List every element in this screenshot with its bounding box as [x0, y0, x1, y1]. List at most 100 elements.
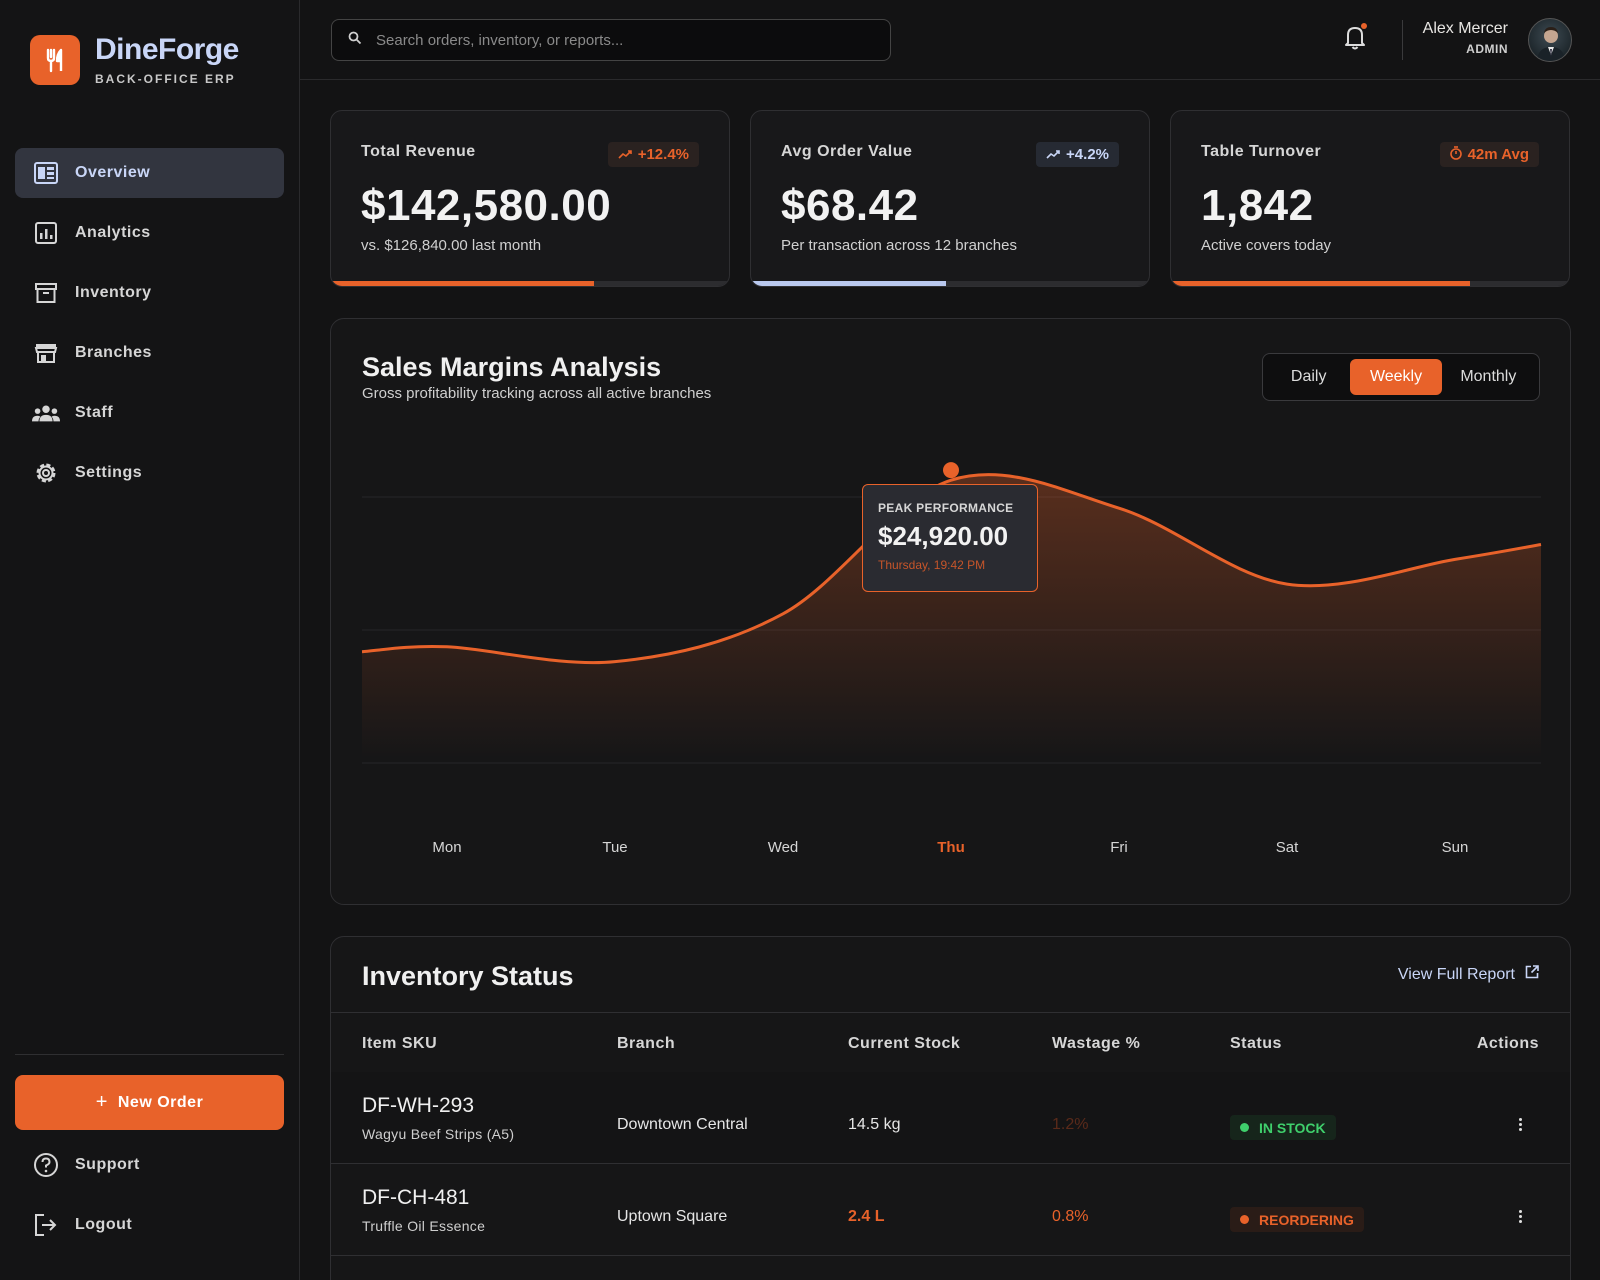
sidebar-item-inventory[interactable]: Inventory — [15, 268, 284, 318]
stat-badge-label: +12.4% — [637, 146, 689, 163]
sidebar-item-label: Branches — [75, 344, 152, 361]
tooltip-label: PEAK PERFORMANCE — [878, 501, 1014, 515]
user-info[interactable]: Alex Mercer ADMIN — [1423, 20, 1508, 56]
trend-up-icon — [1046, 148, 1060, 162]
x-tick-label: Thu — [937, 839, 965, 856]
sales-chart[interactable] — [331, 319, 1572, 906]
view-report-label: View Full Report — [1397, 965, 1515, 983]
x-tick-label: Wed — [767, 839, 799, 856]
sidebar-item-settings[interactable]: Settings — [15, 448, 284, 498]
sidebar: DineForge BACK-OFFICE ERP Overview Analy… — [0, 0, 300, 1280]
tooltip-value: $24,920.00 — [878, 521, 1009, 551]
stat-card-table-turnover[interactable]: Table Turnover 42m Avg 1,842 Active cove… — [1170, 110, 1570, 287]
gear-icon — [32, 459, 60, 487]
wastage-cell: 0.8% — [1052, 1208, 1089, 1225]
search-icon — [348, 31, 362, 50]
trend-up-icon — [618, 148, 632, 162]
column-header[interactable]: Branch — [617, 1035, 676, 1052]
data-point[interactable] — [943, 462, 959, 479]
column-header[interactable]: Item SKU — [362, 1035, 438, 1052]
status-dot — [1240, 1215, 1249, 1224]
storefront-icon — [32, 339, 60, 367]
stat-subtext: Per transaction across 12 branches — [781, 237, 1017, 254]
row-divider — [331, 1163, 1570, 1164]
stat-title: Total Revenue — [361, 143, 476, 160]
stat-progress-bar — [1171, 281, 1569, 286]
brand[interactable]: DineForge BACK-OFFICE ERP — [30, 34, 239, 86]
sidebar-item-branches[interactable]: Branches — [15, 328, 284, 378]
more-actions-icon[interactable] — [1512, 1112, 1528, 1136]
series-line — [361, 473, 1542, 665]
table-row[interactable]: DF-CH-481 Truffle Oil Essence Uptown Squ… — [331, 1164, 1570, 1256]
sidebar-item-analytics[interactable]: Analytics — [15, 208, 284, 258]
avatar[interactable] — [1528, 18, 1572, 62]
stat-value: $68.42 — [781, 181, 919, 230]
stat-card-revenue[interactable]: Total Revenue +12.4% $142,580.00 vs. $12… — [330, 110, 730, 287]
stat-subtext: Active covers today — [1201, 237, 1332, 254]
inventory-panel: Inventory Status View Full Report Item S… — [330, 936, 1571, 1280]
sidebar-item-logout[interactable]: Logout — [15, 1200, 284, 1250]
column-header[interactable]: Current Stock — [848, 1035, 961, 1052]
inventory-title: Inventory Status — [362, 961, 574, 991]
top-header: Alex Mercer ADMIN — [300, 0, 1600, 80]
branch-cell: Uptown Square — [617, 1208, 728, 1225]
sidebar-item-overview[interactable]: Overview — [15, 148, 284, 198]
row-divider — [331, 1255, 1570, 1256]
table-header-divider — [331, 1012, 1570, 1013]
segment-weekly[interactable]: Weekly — [1350, 359, 1442, 395]
status-badge: REORDERING — [1230, 1207, 1364, 1232]
segment-daily[interactable]: Daily — [1290, 368, 1327, 385]
people-group-icon — [32, 399, 60, 427]
stat-progress-bar — [751, 281, 1149, 286]
sidebar-item-label: Staff — [75, 404, 114, 421]
item-sku: DF-CH-481 — [362, 1186, 470, 1209]
stat-progress-bar — [331, 281, 729, 286]
bottom-nav: Support Logout — [15, 1140, 284, 1260]
analytics-icon — [32, 219, 60, 247]
item-sku: DF-WH-293 — [362, 1094, 475, 1117]
table-row[interactable]: DF-WH-293 Wagyu Beef Strips (A5) Downtow… — [331, 1072, 1570, 1164]
search-bar[interactable] — [331, 19, 891, 61]
stat-badge: +4.2% — [1036, 142, 1119, 167]
sidebar-item-label: Settings — [75, 464, 143, 481]
column-header[interactable]: Status — [1230, 1035, 1282, 1052]
sales-margins-panel: Sales Margins Analysis Gross profitabili… — [330, 318, 1571, 905]
status-label: REORDERING — [1259, 1211, 1354, 1228]
item-name: Truffle Oil Essence — [362, 1218, 486, 1234]
logout-icon — [32, 1211, 60, 1239]
branch-cell: Downtown Central — [617, 1116, 748, 1133]
sidebar-item-label: Logout — [75, 1216, 133, 1233]
stat-progress-fill — [751, 281, 947, 286]
notification-bell-icon[interactable] — [1340, 22, 1370, 52]
sidebar-item-staff[interactable]: Staff — [15, 388, 284, 438]
sidebar-item-support[interactable]: Support — [15, 1140, 284, 1190]
sidebar-item-label: Support — [75, 1156, 140, 1173]
fork-knife-icon — [30, 35, 80, 85]
stat-badge-label: +4.2% — [1066, 146, 1109, 163]
help-circle-icon — [32, 1151, 60, 1179]
sidebar-divider — [15, 1054, 284, 1055]
new-order-label: New Order — [117, 1093, 204, 1111]
sidebar-item-label: Overview — [75, 164, 151, 181]
header-divider — [1402, 20, 1403, 60]
main-nav: Overview Analytics Inventory Branches St… — [15, 148, 284, 508]
stat-progress-fill — [331, 281, 594, 286]
search-input[interactable] — [376, 31, 856, 49]
stat-subtext: vs. $126,840.00 last month — [361, 237, 542, 254]
external-link-icon — [1525, 965, 1539, 984]
segment-monthly[interactable]: Monthly — [1460, 368, 1517, 385]
notification-dot — [1361, 23, 1367, 29]
area-fill — [362, 474, 1541, 759]
sidebar-item-label: Analytics — [75, 224, 151, 241]
column-header[interactable]: Wastage % — [1052, 1035, 1141, 1052]
stat-card-avg-order[interactable]: Avg Order Value +4.2% $68.42 Per transac… — [750, 110, 1150, 287]
stat-progress-fill — [1171, 281, 1470, 286]
period-toggle: Daily Weekly Monthly — [1262, 353, 1540, 401]
view-full-report-link[interactable]: View Full Report — [1398, 965, 1539, 984]
peak-tooltip: PEAK PERFORMANCE $24,920.00 Thursday, 19… — [862, 484, 1038, 592]
timer-icon — [1449, 146, 1462, 163]
more-actions-icon[interactable] — [1512, 1204, 1528, 1228]
plus-icon: + — [95, 1091, 108, 1113]
new-order-button[interactable]: + New Order — [15, 1075, 284, 1130]
x-tick-label: Sun — [1441, 839, 1469, 856]
